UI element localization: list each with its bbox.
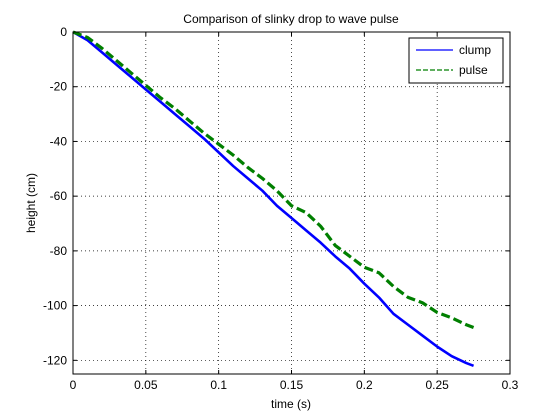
x-axis-label: time (s) xyxy=(271,397,311,411)
y-tick-label: 0 xyxy=(60,25,67,39)
legend: clump pulse xyxy=(408,37,504,84)
y-tick-label: -100 xyxy=(43,299,67,313)
x-tick-label: 0.3 xyxy=(502,378,519,392)
y-tick-label: -80 xyxy=(50,244,68,258)
x-tick-label: 0.05 xyxy=(134,378,158,392)
legend-box xyxy=(408,37,504,84)
y-tick-label: -120 xyxy=(43,353,67,367)
tick-labels: 0 0.05 0.1 0.15 0.2 0.25 0.3 0 -20 -40 -60 -80 -100 -… xyxy=(43,25,519,392)
x-tick-label: 0.25 xyxy=(425,378,449,392)
x-tick-label: 0.1 xyxy=(210,378,227,392)
legend-label-pulse: pulse xyxy=(459,63,488,77)
x-tick-label: 0.15 xyxy=(280,378,304,392)
legend-label-clump: clump xyxy=(459,43,491,57)
series-line-clump xyxy=(72,30,475,368)
series-layer xyxy=(72,30,475,368)
y-axis-label: height (cm) xyxy=(24,173,38,233)
series-line-pulse xyxy=(72,30,475,329)
y-tick-label: -40 xyxy=(50,134,68,148)
ticks xyxy=(72,31,511,374)
y-tick-label: -20 xyxy=(50,80,68,94)
chart-title: Comparison of slinky drop to wave pulse xyxy=(183,12,399,26)
y-tick-label: -60 xyxy=(50,189,68,203)
x-tick-label: 0.2 xyxy=(356,378,373,392)
x-tick-label: 0 xyxy=(70,378,77,392)
